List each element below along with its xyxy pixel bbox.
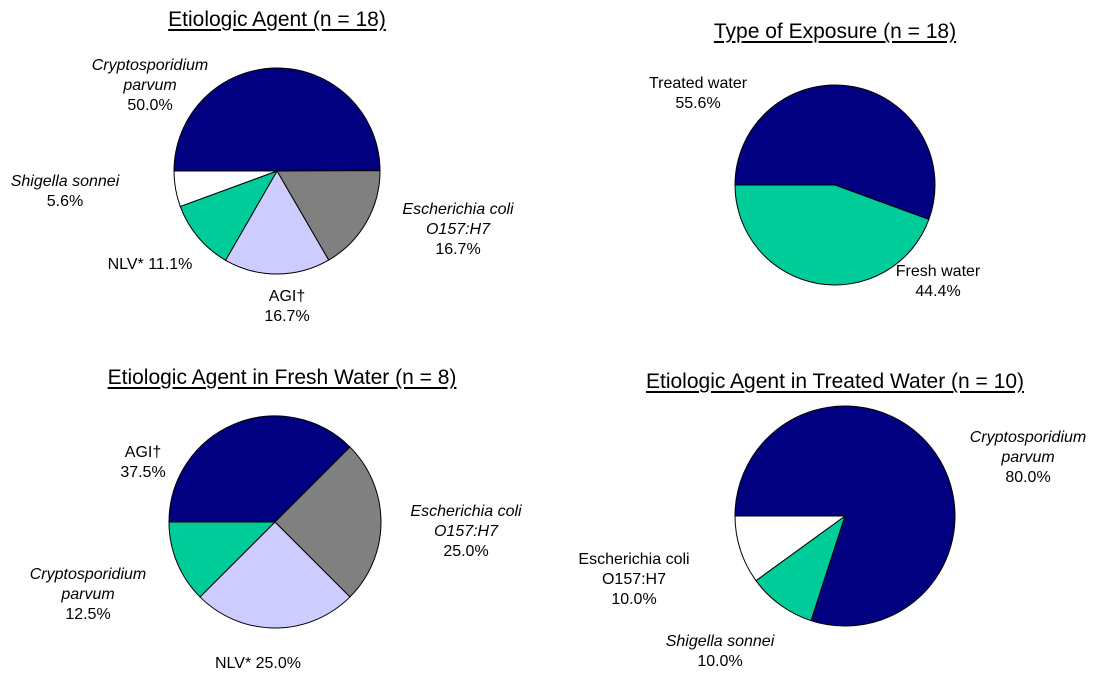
slice-value: 37.5% <box>120 464 166 481</box>
slice-label: AGI† 37.5% <box>103 443 183 483</box>
slice-label: Cryptosporidium parvum 12.5% <box>13 565 163 625</box>
slice-value: 16.7% <box>264 308 310 325</box>
slice-name: Shigella sonnei <box>10 173 120 190</box>
slice-name: AGI† <box>268 288 306 305</box>
pie-slice <box>173 67 381 172</box>
slice-label: Escherichia coli O157:H7 10.0% <box>559 550 709 610</box>
slice-label: AGI† 16.7% <box>247 287 327 327</box>
pie-slice <box>276 170 381 261</box>
slice-value: 50.0% <box>127 97 173 114</box>
slice-label: Escherichia coli O157:H7 16.7% <box>383 200 533 260</box>
slice-value: 5.6% <box>46 193 84 210</box>
pie-slice <box>168 415 351 523</box>
slice-name: AGI† <box>124 444 162 461</box>
pie-slice <box>173 170 278 208</box>
slice-name: NLV* <box>215 655 252 672</box>
chart-title: Type of Exposure (n = 18) <box>713 20 957 43</box>
pie-slice <box>224 170 330 275</box>
slice-name: Escherichia coli O157:H7 <box>410 503 522 540</box>
slice-name: Cryptosporidium parvum <box>91 57 209 94</box>
slice-value: 10.0% <box>697 653 743 670</box>
slice-value: 10.0% <box>611 591 657 608</box>
slice-name: Cryptosporidium parvum <box>29 566 147 603</box>
slice-label: Escherichia coli O157:H7 25.0% <box>391 502 541 562</box>
slice-value: 44.4% <box>915 283 961 300</box>
pie-slice <box>168 521 277 598</box>
slice-label: Cryptosporidium parvum 80.0% <box>953 428 1103 488</box>
slice-label: Cryptosporidium parvum 50.0% <box>75 56 225 116</box>
slice-value: 55.6% <box>675 95 721 112</box>
slice-value: 16.7% <box>435 241 481 258</box>
slice-value: 25.0% <box>443 543 489 560</box>
pie-slice <box>734 184 930 286</box>
pie-slice <box>734 84 936 221</box>
slice-label: Treated water 55.6% <box>623 74 773 114</box>
slice-value: 80.0% <box>1005 469 1051 486</box>
slice-value: 25.0% <box>255 655 301 672</box>
pie-slice <box>734 515 847 582</box>
slice-name: Cryptosporidium parvum <box>969 429 1087 466</box>
slice-name: Fresh water <box>895 263 981 280</box>
slice-name: Escherichia coli O157:H7 <box>578 551 690 588</box>
pie-slice <box>179 170 279 261</box>
slice-label: Fresh water 44.4% <box>863 262 1013 302</box>
slice-label: Shigella sonnei 10.0% <box>645 632 795 672</box>
chart-title: Etiologic Agent in Fresh Water (n = 8) <box>107 366 457 389</box>
chart-title: Etiologic Agent in Treated Water (n = 10… <box>645 370 1025 393</box>
slice-name: Treated water <box>648 75 748 92</box>
slice-name: Escherichia coli O157:H7 <box>402 201 514 238</box>
slice-name: NLV* <box>107 256 144 273</box>
slice-label: NLV* 11.1% <box>70 255 230 275</box>
pie-slice <box>199 521 351 629</box>
slice-value: 12.5% <box>65 606 111 623</box>
slice-value: 11.1% <box>148 256 193 273</box>
slice-label: Shigella sonnei 5.6% <box>0 172 140 212</box>
pie-slice <box>274 446 382 598</box>
slice-label: NLV* 25.0% <box>178 654 338 674</box>
chart-title: Etiologic Agent (n = 18) <box>168 8 386 31</box>
slice-name: Shigella sonnei <box>665 633 775 650</box>
